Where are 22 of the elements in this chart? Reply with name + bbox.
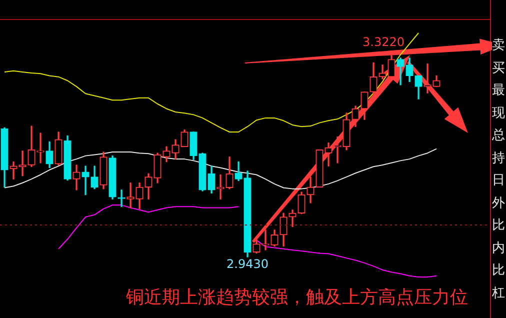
- text: 铜近期上涨趋势较强，触及上方高点压力位: [126, 287, 468, 309]
- candlestick: [82, 166, 90, 196]
- text: 内: [492, 240, 505, 256]
- candlestick: [36, 132, 44, 164]
- text: 比: [492, 263, 505, 278]
- text: 最: [492, 83, 505, 98]
- text: 现: [492, 106, 505, 120]
- candlestick: [262, 230, 270, 250]
- annotation: 2.9430: [226, 257, 268, 272]
- candlestick: [324, 142, 332, 166]
- candlestick: [126, 182, 134, 208]
- text: 外: [492, 196, 505, 210]
- text: 杠: [492, 286, 505, 300]
- text: 卖: [492, 38, 505, 53]
- text: 持: [492, 150, 505, 166]
- text: 3.3220: [362, 35, 404, 50]
- candlestick: [118, 190, 126, 207]
- text: 总: [492, 128, 505, 143]
- text: 买: [492, 60, 505, 76]
- text: 日: [492, 173, 505, 188]
- candlestick: [216, 174, 224, 200]
- text: 比: [492, 218, 505, 233]
